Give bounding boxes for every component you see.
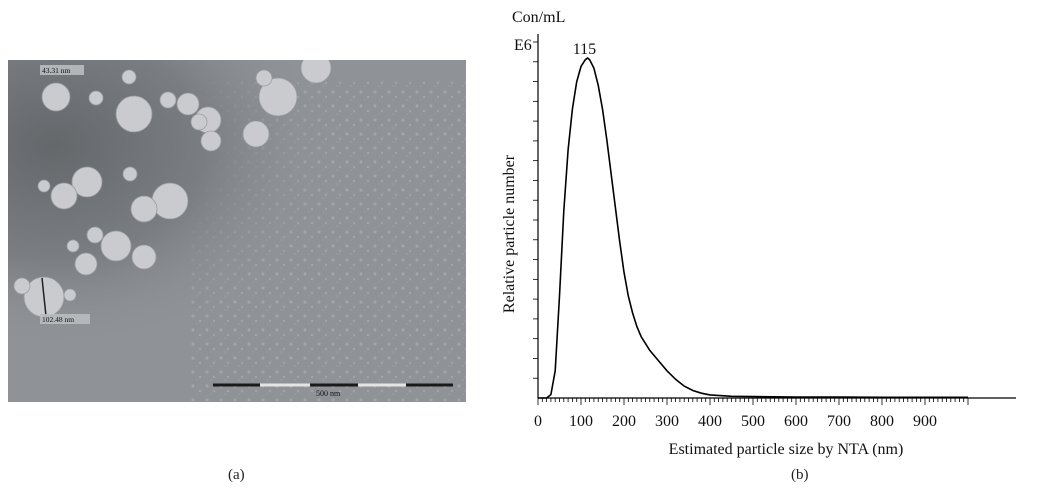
y-axis-label: Relative particle number xyxy=(501,154,518,313)
x-tick-label: 0 xyxy=(534,413,542,430)
y-unit-label: Con/mL xyxy=(512,9,565,26)
size-label-1: 43.31 nm xyxy=(42,66,71,75)
size-label-2: 102.48 nm xyxy=(42,315,74,324)
caption-b: (b) xyxy=(791,467,809,483)
x-tick-label: 900 xyxy=(913,413,937,430)
size-distribution-line xyxy=(538,56,968,399)
peak-label: 115 xyxy=(573,41,596,58)
micrograph-dark-region xyxy=(8,60,466,402)
x-tick-label: 600 xyxy=(784,413,808,430)
x-tick-label: 800 xyxy=(870,413,894,430)
vesicles xyxy=(13,60,332,318)
caption-a: (a) xyxy=(228,467,245,483)
x-tick-label: 300 xyxy=(655,413,679,430)
x-tick-label: 100 xyxy=(569,413,593,430)
x-ticks xyxy=(537,398,969,405)
scale-bar-label: 500 nm xyxy=(316,389,341,398)
x-tick-label: 700 xyxy=(827,413,851,430)
tem-micrograph: 43.31 nm 102.48 nm 500 nm xyxy=(8,60,466,402)
y-multiplier-label: E6 xyxy=(514,37,532,54)
x-axis-label: Estimated particle size by NTA (nm) xyxy=(669,441,904,458)
x-tick-label: 200 xyxy=(612,413,636,430)
x-tick-labels: 0 100 200 300 400 500 600 700 800 900 xyxy=(534,413,937,430)
y-ticks xyxy=(533,41,538,379)
scale-bar: 500 nm xyxy=(213,383,453,398)
x-tick-label: 400 xyxy=(698,413,722,430)
x-tick-label: 500 xyxy=(741,413,765,430)
